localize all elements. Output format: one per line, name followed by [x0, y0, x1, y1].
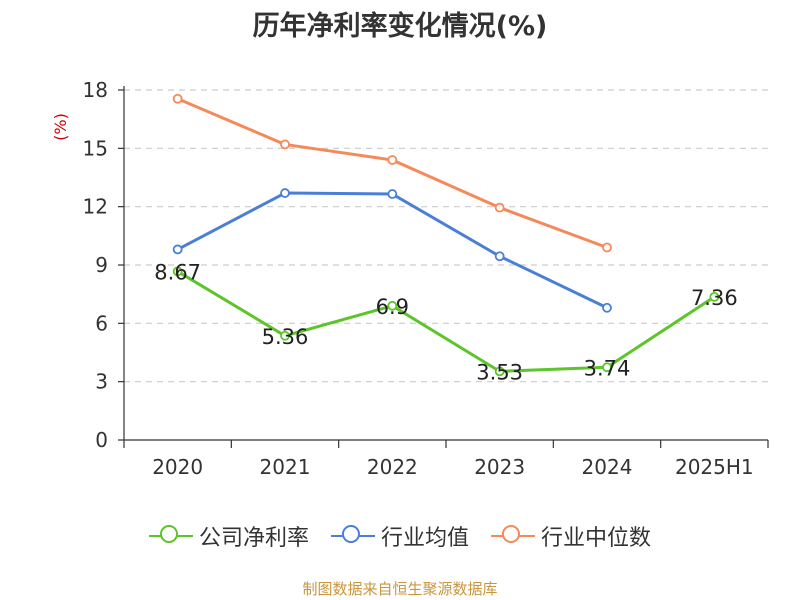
y-tick-label: 9: [95, 253, 108, 277]
data-point: [280, 330, 290, 341]
data-point: [280, 188, 290, 198]
data-point: [387, 155, 398, 165]
x-tick-label: 2024: [582, 455, 633, 479]
legend-label: 行业均值: [380, 526, 469, 551]
data-point: [602, 242, 612, 253]
legend-item[interactable]: 行业中位数: [491, 520, 651, 552]
y-tick-label: 0: [95, 428, 108, 452]
x-tick-label: 2023: [474, 455, 525, 479]
data-label: 3.74: [584, 356, 631, 380]
x-tick-label: 2020: [152, 455, 203, 479]
data-point: [602, 362, 612, 373]
y-tick-label: 6: [95, 311, 108, 335]
x-tick-label: 2022: [367, 455, 418, 479]
y-tick-label: 15: [83, 136, 108, 160]
legend-dot: [159, 525, 178, 543]
legend: 公司净利率 行业均值 行业中位数: [0, 520, 800, 552]
data-point: [709, 291, 720, 302]
legend-item[interactable]: 公司净利率: [148, 520, 309, 552]
data-point: [172, 93, 183, 104]
data-point: [494, 251, 505, 262]
y-tick-label: 18: [83, 78, 108, 102]
grid-lines: [124, 89, 768, 383]
data-labels: 8.67 5.36 6.9 3.53 3.74 7.36: [154, 260, 737, 384]
legend-marker: [491, 524, 535, 548]
legend-dot: [341, 525, 360, 543]
series-line: [177, 97, 608, 249]
x-tick-label: 2025H1: [675, 455, 754, 479]
series-lines: [172, 93, 720, 377]
series-line: [176, 191, 608, 310]
data-point: [387, 300, 398, 311]
series-line: [176, 270, 716, 373]
legend-item[interactable]: 行业均值: [330, 520, 469, 552]
chart-title: 历年净利率变化情况(%): [252, 11, 548, 42]
data-label: 8.67: [154, 260, 201, 284]
data-point: [387, 189, 398, 199]
data-point: [280, 139, 290, 150]
data-label: 7.36: [691, 286, 738, 310]
x-tick-label: 2021: [260, 455, 311, 479]
legend-dot: [502, 525, 520, 543]
y-tick-label: 12: [83, 195, 108, 219]
data-point: [172, 244, 183, 255]
legend-label: 行业中位数: [541, 526, 652, 551]
legend-marker: [148, 524, 193, 548]
axes: 0 3 6 9 12 15 18 2020 2021 2022 2023 2024 2025H1: [83, 78, 769, 479]
data-label: 3.53: [476, 360, 523, 384]
data-label: 5.36: [262, 325, 309, 349]
source-note: 制图数据来自恒生聚源数据库: [302, 580, 498, 598]
y-tick-label: 3: [95, 370, 108, 394]
data-point: [494, 366, 505, 377]
legend-marker: [330, 524, 375, 548]
y-axis-label: (%): [51, 113, 70, 141]
data-point: [494, 202, 505, 213]
data-label: 6.9: [376, 295, 409, 319]
data-point: [602, 302, 612, 313]
legend-label: 公司净利率: [198, 526, 309, 551]
data-point: [172, 266, 183, 277]
